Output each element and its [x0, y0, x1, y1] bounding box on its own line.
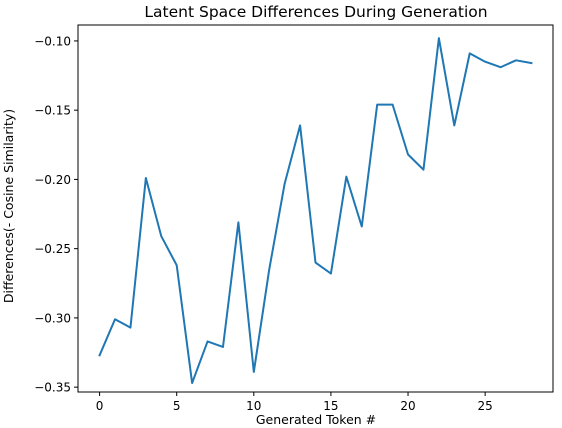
x-tick-label: 25	[478, 399, 493, 413]
y-tick-label: −0.25	[34, 242, 71, 256]
series-line	[98, 37, 533, 384]
y-tick-label: −0.15	[34, 104, 71, 118]
x-tick-label: 0	[96, 399, 104, 413]
x-tick-label: 5	[173, 399, 181, 413]
y-tick-label: −0.35	[34, 381, 71, 395]
y-tick-label: −0.10	[34, 34, 71, 48]
y-axis-label: Differences(- Cosine Similarity)	[1, 109, 16, 303]
y-tick-label: −0.20	[34, 173, 71, 187]
chart-title: Latent Space Differences During Generati…	[144, 3, 487, 21]
x-tick-label: 15	[323, 399, 338, 413]
plot-frame	[77, 24, 554, 393]
x-tick-label: 10	[246, 399, 261, 413]
x-axis: 0 5 10 15 20 25	[96, 392, 493, 413]
y-axis: −0.35 −0.30 −0.25 −0.20 −0.15 −0.10	[34, 34, 78, 395]
plot-area	[98, 37, 533, 384]
x-axis-label: Generated Token #	[256, 412, 376, 427]
y-tick-label: −0.30	[34, 311, 71, 325]
x-tick-label: 20	[400, 399, 415, 413]
